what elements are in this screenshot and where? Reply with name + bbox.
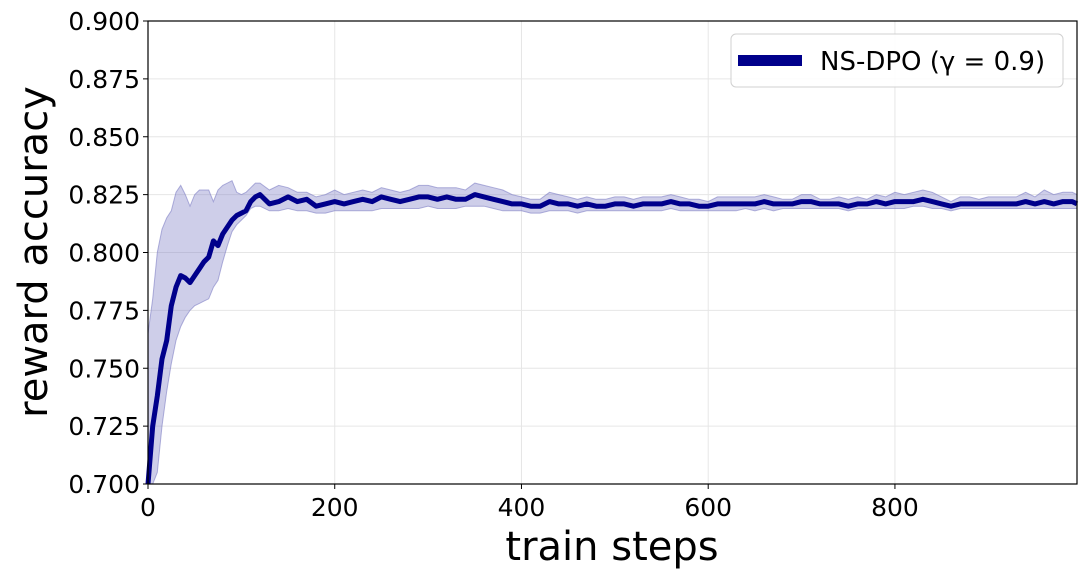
series-line-ns-dpo [145, 192, 1079, 485]
y-tick-label: 0.900 [68, 7, 140, 36]
y-tick-label: 0.700 [68, 470, 140, 499]
x-tick-label: 600 [684, 493, 732, 522]
y-tick-label: 0.825 [68, 181, 140, 210]
x-axis-title: train steps [505, 524, 718, 570]
x-tick-label: 0 [140, 493, 156, 522]
y-tick-label: 0.725 [68, 412, 140, 441]
y-tick-label: 0.850 [68, 123, 140, 152]
legend: NS-DPO (γ = 0.9) [730, 33, 1064, 88]
x-tick-label: 800 [871, 493, 919, 522]
y-axis-ticks: 0.700 0.725 0.750 0.775 0.800 0.825 0.850 0.875… [68, 7, 148, 499]
grid-lines [147, 20, 1077, 485]
y-tick-label: 0.750 [68, 354, 140, 383]
confidence-band [147, 180, 1078, 485]
legend-swatch [738, 55, 802, 66]
x-tick-label: 200 [311, 493, 359, 522]
x-axis-ticks: 0 200 400 600 800 [140, 484, 919, 522]
y-tick-label: 0.875 [68, 65, 140, 94]
legend-box [730, 33, 1064, 88]
legend-label: NS-DPO (γ = 0.9) [820, 47, 1045, 77]
y-axis-title: reward accuracy [11, 86, 57, 418]
y-tick-label: 0.800 [68, 239, 140, 268]
y-tick-label: 0.775 [68, 296, 140, 325]
x-tick-label: 400 [498, 493, 546, 522]
